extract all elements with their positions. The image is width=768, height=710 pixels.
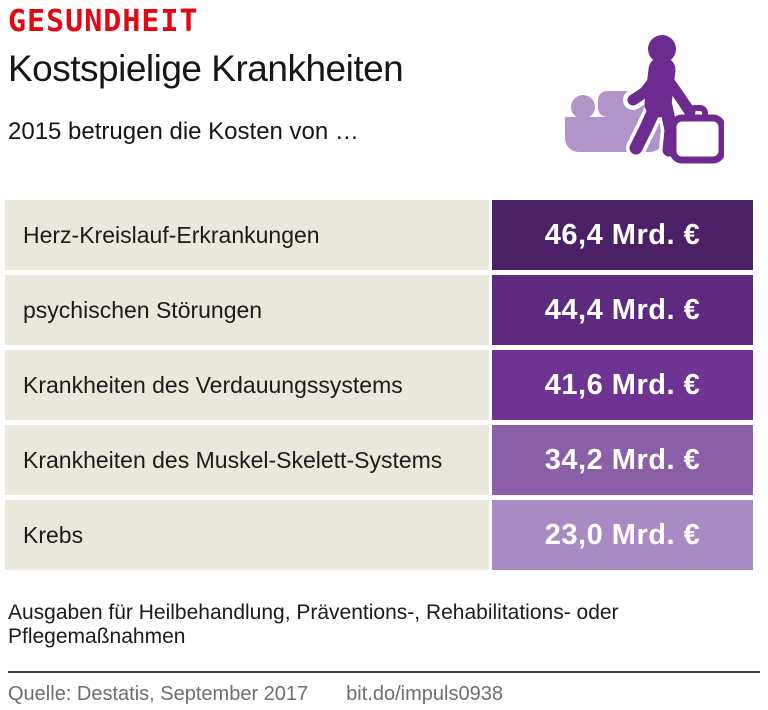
source-text: Quelle: Destatis, September 2017	[8, 683, 309, 705]
footnote: Ausgaben für Heilbehandlung, Präventions…	[8, 601, 619, 648]
source-link: bit.do/impuls0938	[346, 683, 503, 705]
table-row: Krankheiten des Muskel-Skelett-Systems 3…	[5, 425, 753, 495]
subtitle: 2015 betrugen die Kosten von …	[8, 118, 359, 145]
table-row: Krankheiten des Verdauungssystems 41,6 M…	[5, 350, 753, 420]
disease-label: Krebs	[5, 500, 489, 570]
cost-value: 46,4 Mrd. €	[492, 200, 753, 270]
table-row: Herz-Kreislauf-Erkrankungen 46,4 Mrd. €	[5, 200, 753, 270]
patient-leaving-bed-icon	[552, 28, 726, 170]
table-row: psychischen Störungen 44,4 Mrd. €	[5, 275, 753, 345]
disease-label: psychischen Störungen	[5, 275, 489, 345]
disease-label: Krankheiten des Muskel-Skelett-Systems	[5, 425, 489, 495]
cost-table: Herz-Kreislauf-Erkrankungen 46,4 Mrd. € …	[5, 200, 753, 575]
patient-leaving-bed-icon-svg	[565, 32, 726, 164]
disease-label: Krankheiten des Verdauungssystems	[5, 350, 489, 420]
cost-value: 41,6 Mrd. €	[492, 350, 753, 420]
disease-label: Herz-Kreislauf-Erkrankungen	[5, 200, 489, 270]
cost-value: 44,4 Mrd. €	[492, 275, 753, 345]
source-line: Quelle: Destatis, September 2017 bit.do/i…	[8, 683, 503, 706]
section-kicker: GESUNDHEIT	[8, 4, 199, 39]
page-title: Kostspielige Krankheiten	[8, 48, 404, 89]
divider-line	[8, 671, 760, 673]
cost-value: 34,2 Mrd. €	[492, 425, 753, 495]
table-row: Krebs 23,0 Mrd. €	[5, 500, 753, 570]
cost-value: 23,0 Mrd. €	[492, 500, 753, 570]
